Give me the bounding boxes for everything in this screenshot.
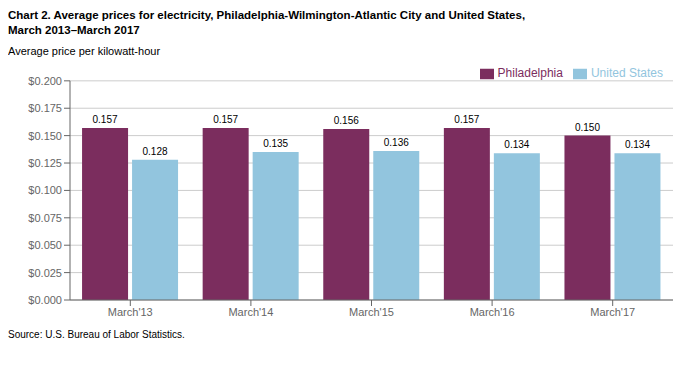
svg-text:0.157: 0.157 xyxy=(454,114,479,125)
svg-text:$0.075: $0.075 xyxy=(28,212,62,224)
svg-text:0.157: 0.157 xyxy=(93,114,118,125)
svg-text:March'17: March'17 xyxy=(590,306,635,318)
html-text:Source: U.S. Bureau of Labor S: Source: U.S. Bureau of Labor Statistics. xyxy=(8,329,185,340)
svg-text:0.136: 0.136 xyxy=(384,137,409,148)
html-text:Chart 2. Average prices for el: Chart 2. Average prices for electricity,… xyxy=(8,9,526,21)
svg-text:$0.100: $0.100 xyxy=(28,184,62,196)
svg-text:0.157: 0.157 xyxy=(213,114,238,125)
svg-text:March'15: March'15 xyxy=(349,306,394,318)
html-text:Philadelphia: Philadelphia xyxy=(497,66,563,80)
svg-text:0.156: 0.156 xyxy=(334,115,359,126)
svg-text:$0.150: $0.150 xyxy=(28,130,62,142)
svg-text:$0.125: $0.125 xyxy=(28,157,62,169)
svg-text:March'14: March'14 xyxy=(228,306,273,318)
svg-text:$0.175: $0.175 xyxy=(28,102,62,114)
html-text:United States: United States xyxy=(591,66,663,80)
svg-text:$0.050: $0.050 xyxy=(28,239,62,251)
svg-text:0.134: 0.134 xyxy=(504,139,529,150)
svg-text:0.135: 0.135 xyxy=(263,138,288,149)
svg-text:0.134: 0.134 xyxy=(625,139,650,150)
html-text:March 2013–March 2017: March 2013–March 2017 xyxy=(8,24,140,36)
svg-text:$0.000: $0.000 xyxy=(28,294,62,306)
svg-text:0.150: 0.150 xyxy=(575,122,600,133)
svg-text:March'16: March'16 xyxy=(470,306,515,318)
svg-text:$0.025: $0.025 xyxy=(28,267,62,279)
svg-text:0.128: 0.128 xyxy=(143,146,168,157)
svg-text:$0.200: $0.200 xyxy=(28,75,62,87)
svg-text:March'13: March'13 xyxy=(108,306,153,318)
html-text:Average price per kilowatt-hou: Average price per kilowatt-hour xyxy=(8,45,160,57)
